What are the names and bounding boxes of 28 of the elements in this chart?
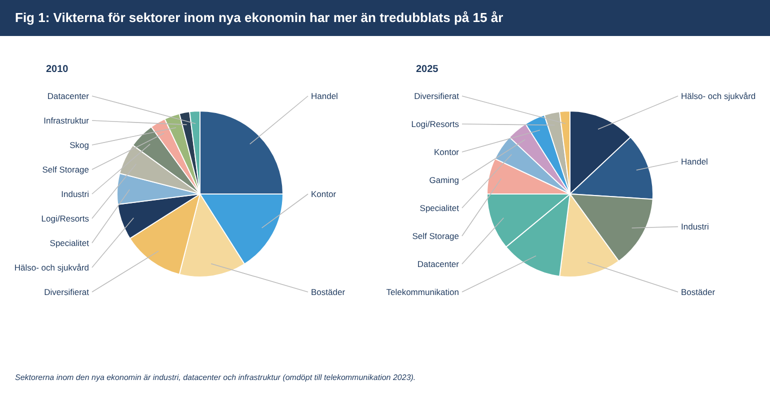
slice-label: Industri <box>61 188 90 199</box>
slice-label: Logi/Resorts <box>411 118 459 129</box>
slice-label: Kontor <box>311 188 336 199</box>
text: Sektorerna inom den nya ekonomin är industri, datacenter och infrastruktur (omdöpt till telekommunikation 2023). <box>15 373 416 382</box>
slice-label: Infrastruktur <box>44 115 90 126</box>
slice-label: Telekommunikation <box>386 286 460 297</box>
chart-title: 2010 <box>46 64 69 75</box>
slice-label: Hälso- och sjukvård <box>681 90 756 101</box>
slice-label: Datacenter <box>417 258 460 269</box>
slice-label: Skog <box>70 140 90 150</box>
slice-label: Specialitet <box>420 202 460 213</box>
slice-label: Diversifierat <box>44 286 90 297</box>
slice-label: Logi/Resorts <box>41 213 89 224</box>
chart-title: 2025 <box>416 64 439 75</box>
slice-label: Self Storage <box>412 230 460 241</box>
slice-label: Kontor <box>434 146 460 157</box>
slice-label: Handel <box>311 90 338 101</box>
slice-label: Industri <box>681 222 709 232</box>
slice-label: Diversifierat <box>414 90 460 101</box>
slice-label: Specialitet <box>50 238 90 248</box>
slice-label: Self Storage <box>42 164 90 174</box>
slice-label: Hälso- och sjukvård <box>14 262 90 272</box>
slice-label: Gaming <box>429 174 460 185</box>
slice-label: Handel <box>681 156 708 166</box>
slice-label: Datacenter <box>47 90 90 101</box>
text: Fig 1: Vikterna för sektorer inom nya ekonomin har mer än tredubblats på 15 år <box>15 10 504 25</box>
slice-label: Bostäder <box>681 286 716 297</box>
slice-label: Bostäder <box>311 286 346 297</box>
